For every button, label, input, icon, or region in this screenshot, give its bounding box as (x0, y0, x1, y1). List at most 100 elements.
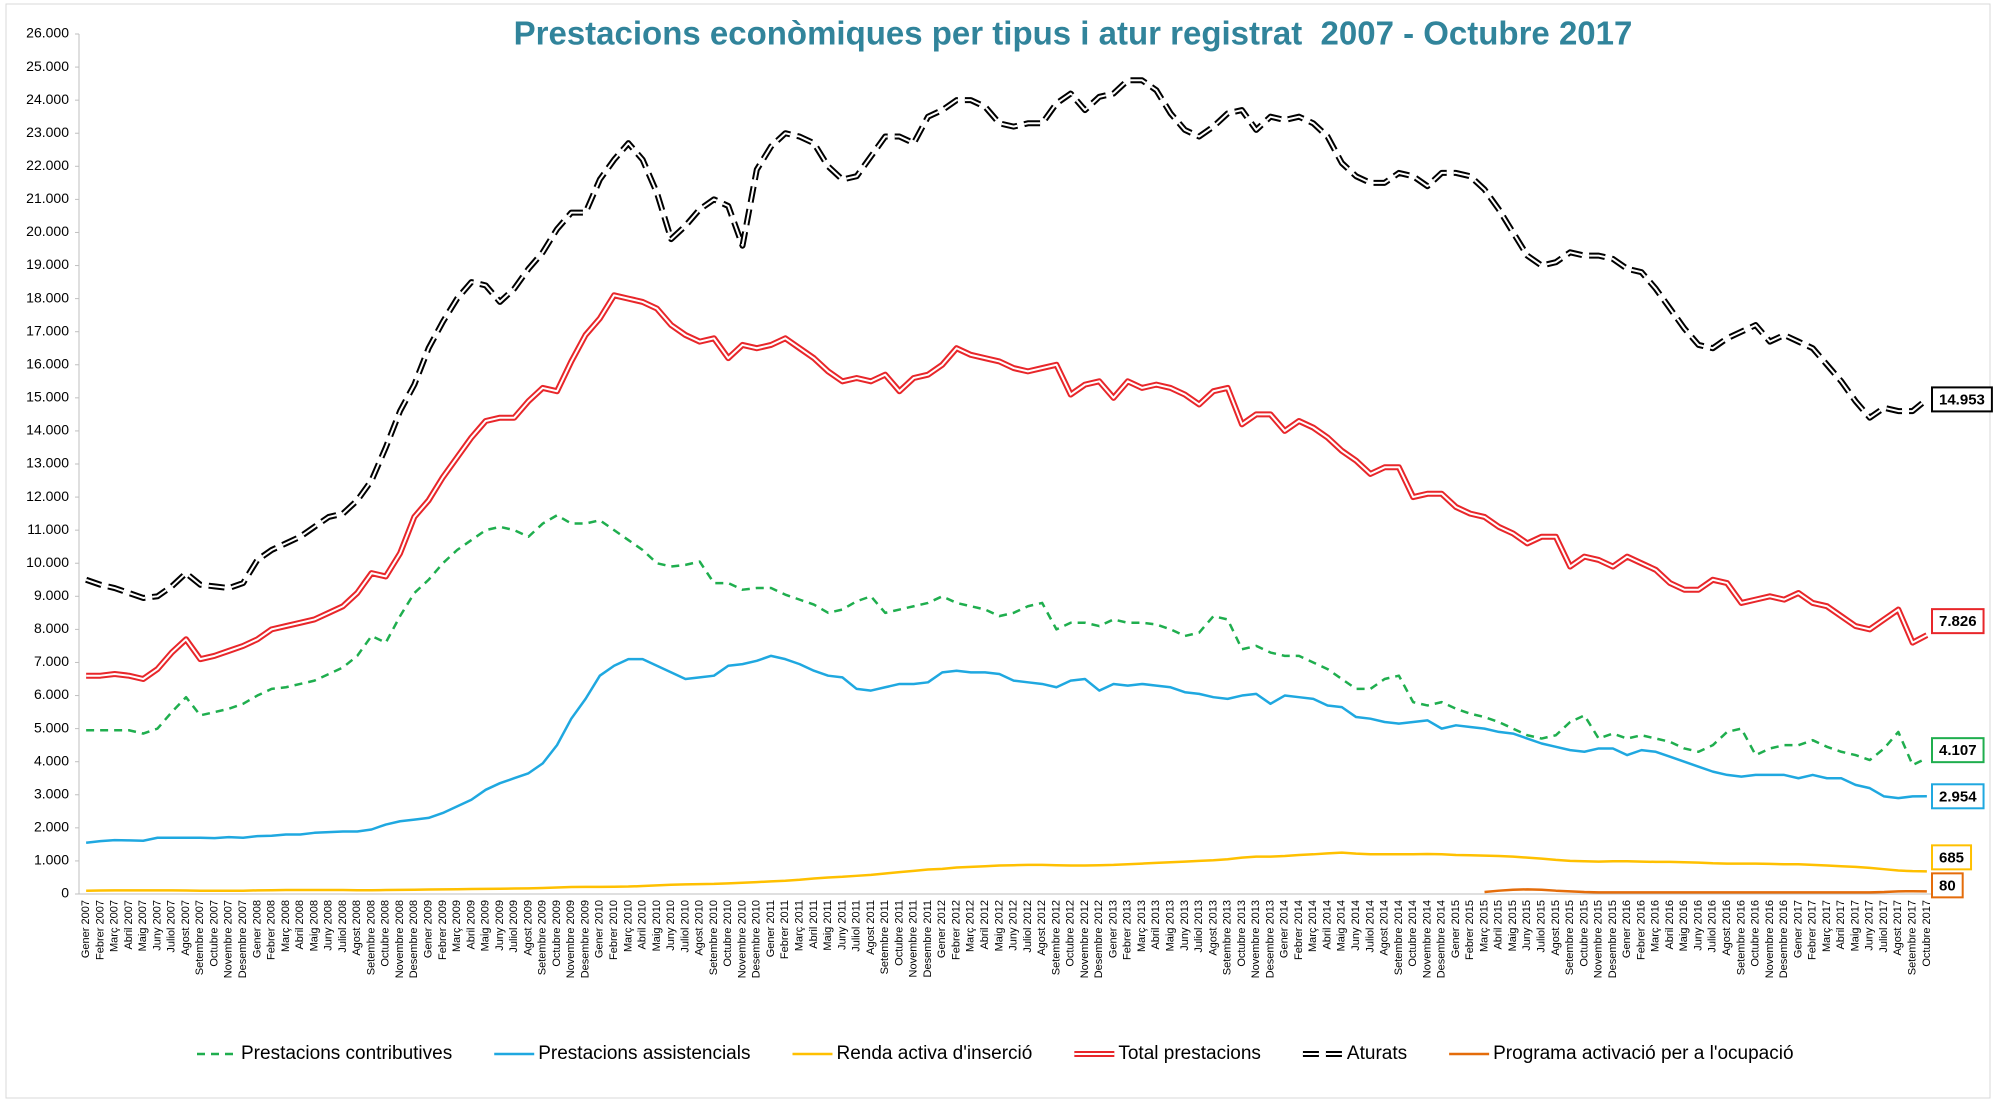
y-tick-label: 5.000 (34, 719, 69, 735)
x-tick-label: Desembre 2007 (237, 900, 249, 978)
legend-item: Programa activació per a l'ocupació (1449, 1043, 1794, 1064)
x-tick-label: Abril 2015 (1493, 900, 1505, 950)
x-tick-label: Febrer 2015 (1464, 900, 1476, 960)
x-tick-label: Gener 2015 (1450, 900, 1462, 958)
series-line (86, 851, 1927, 892)
x-tick-label: Juliol 2016 (1707, 900, 1719, 953)
x-tick-label: Octubre 2007 (208, 900, 220, 967)
x-tick-label: Març 2014 (1307, 900, 1319, 952)
x-tick-label: Desembre 2011 (922, 900, 934, 977)
y-tick-label: 8.000 (34, 620, 69, 636)
data-label: 2.954 (1939, 788, 1977, 805)
x-tick-label: Juny 2013 (1179, 900, 1191, 951)
x-tick-label: Gener 2013 (1107, 900, 1119, 958)
x-tick-label: Novembre 2015 (1593, 900, 1605, 978)
x-tick-label: Març 2013 (1136, 900, 1148, 952)
legend-item: Prestacions assistencials (494, 1043, 750, 1064)
x-tick-label: Novembre 2011 (908, 900, 920, 977)
y-tick-label: 3.000 (34, 785, 69, 801)
x-tick-label: Maig 2012 (993, 900, 1005, 951)
x-tick-label: Setembre 2011 (879, 900, 891, 974)
x-tick-label: Maig 2008 (308, 900, 320, 951)
legend-item: Total prestacions (1074, 1043, 1261, 1064)
x-tick-label: Desembre 2016 (1778, 900, 1790, 978)
x-tick-label: Febrer 2010 (608, 900, 620, 960)
x-tick-label: Febrer 2011 (779, 900, 791, 959)
series-line (85, 654, 1927, 844)
x-tick-label: Juliol 2007 (166, 900, 178, 953)
data-label: 7.826 (1939, 613, 1977, 630)
x-tick-label: Març 2015 (1478, 900, 1490, 952)
chart-frame (5, 3, 1991, 1099)
x-tick-label: Setembre 2017 (1907, 900, 1919, 975)
x-tick-label: Febrer 2013 (1122, 900, 1134, 960)
x-tick-label: Juliol 2012 (1022, 900, 1034, 953)
x-tick-label: Gener 2009 (423, 900, 435, 958)
x-tick-label: Octubre 2011 (893, 900, 905, 966)
y-tick-label: 20.000 (26, 223, 69, 239)
x-tick-label: Maig 2007 (137, 900, 149, 951)
y-tick-label: 13.000 (26, 455, 69, 471)
x-tick-label: Febrer 2014 (1293, 900, 1305, 960)
x-tick-label: Octubre 2012 (1065, 900, 1077, 967)
x-tick-label: Febrer 2008 (266, 900, 278, 960)
x-tick-label: Abril 2009 (465, 900, 477, 950)
x-tick-label: Juliol 2009 (508, 900, 520, 953)
x-tick-label: Maig 2009 (480, 900, 492, 951)
x-tick-label: Agost 2015 (1550, 900, 1562, 956)
y-tick-label: 22.000 (26, 157, 69, 173)
x-tick-label: Novembre 2016 (1764, 900, 1776, 978)
y-tick-label: 11.000 (27, 521, 69, 537)
x-tick-label: Desembre 2008 (408, 900, 420, 978)
x-tick-label: Maig 2015 (1507, 900, 1519, 951)
x-tick-label: Març 2009 (451, 900, 463, 952)
x-tick-label: Octubre 2015 (1578, 900, 1590, 967)
x-tick-label: Novembre 2009 (565, 900, 577, 978)
y-tick-label: 14.000 (26, 422, 69, 438)
x-tick-label: Desembre 2012 (1093, 900, 1105, 978)
x-tick-label: Febrer 2009 (437, 900, 449, 960)
x-tick-label: Juny 2010 (665, 900, 677, 951)
y-tick-label: 10.000 (26, 554, 69, 570)
y-tick-label: 4.000 (34, 752, 69, 768)
x-tick-label: Setembre 2009 (537, 900, 549, 975)
x-tick-label: Desembre 2009 (579, 900, 591, 978)
x-tick-label: Agost 2009 (522, 900, 534, 956)
x-tick-label: Abril 2016 (1664, 900, 1676, 950)
x-tick-label: Agost 2017 (1892, 900, 1904, 956)
series-line (86, 514, 1928, 767)
y-tick-label: 2.000 (34, 819, 69, 835)
data-label: 4.107 (1939, 742, 1977, 759)
x-tick-label: Abril 2007 (123, 900, 135, 950)
y-tick-label: 16.000 (26, 355, 69, 371)
data-label: 80 (1939, 877, 1956, 894)
x-tick-label: Gener 2016 (1621, 900, 1633, 958)
x-tick-label: Abril 2008 (294, 900, 306, 950)
x-tick-label: Agost 2007 (180, 900, 192, 956)
legend-label: Programa activació per a l'ocupació (1493, 1043, 1793, 1064)
x-tick-label: Juny 2016 (1692, 900, 1704, 951)
x-tick-label: Agost 2008 (351, 900, 363, 956)
x-tick-label: Desembre 2014 (1436, 900, 1448, 978)
x-tick-label: Maig 2016 (1678, 900, 1690, 951)
data-label-box (1931, 386, 1993, 413)
x-tick-label: Juny 2011 (836, 900, 848, 950)
line-highlight (85, 79, 1928, 599)
data-label-box (1931, 844, 1973, 871)
legend-item: Renda activa d'inserció (792, 1043, 1032, 1064)
x-tick-label: Desembre 2010 (751, 900, 763, 978)
x-tick-label: Abril 2010 (637, 900, 649, 950)
x-tick-label: Juliol 2008 (337, 900, 349, 953)
y-tick-label: 9.000 (34, 587, 69, 603)
x-tick-label: Abril 2012 (979, 900, 991, 950)
x-tick-label: Juliol 2010 (679, 900, 691, 953)
x-tick-label: Agost 2010 (694, 900, 706, 956)
y-tick-label: 12.000 (26, 488, 69, 504)
x-tick-label: Novembre 2007 (223, 900, 235, 978)
x-tick-label: Abril 2011 (808, 900, 820, 949)
y-tick-label: 19.000 (26, 256, 69, 272)
y-tick-label: 26.000 (26, 25, 69, 41)
y-tick-label: 21.000 (26, 190, 69, 206)
legend-label: Prestacions assistencials (538, 1043, 750, 1064)
